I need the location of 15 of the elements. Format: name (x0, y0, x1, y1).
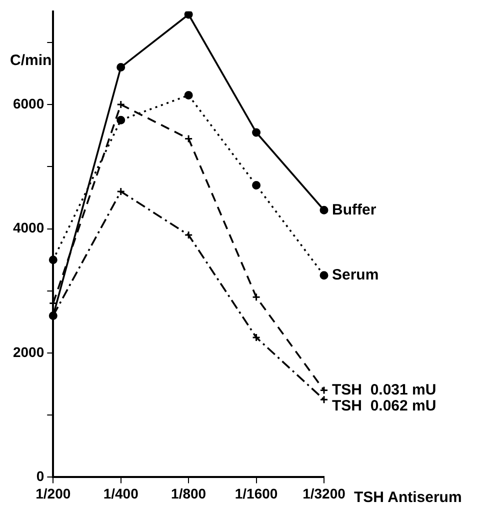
y-tick-label: 0 (36, 468, 44, 484)
x-axis-title: TSH Antiserum (354, 488, 462, 506)
series-label: Serum (332, 266, 379, 284)
series-label: Buffer (332, 201, 376, 218)
x-tick-label: 1/1600 (234, 485, 278, 502)
series-label: TSH 0.031 mU (332, 381, 436, 398)
x-tick-label: 1/3200 (302, 485, 346, 502)
x-tick-label: 1/800 (171, 485, 206, 502)
series-label: TSH 0.062 mU (332, 397, 436, 414)
x-tick-label: 1/200 (36, 485, 71, 502)
y-tick-label: 6000 (12, 95, 44, 112)
y-tick-label: 2000 (12, 344, 44, 360)
x-tick-label: 1/400 (103, 485, 139, 502)
y-tick-label: 4000 (12, 220, 44, 236)
y-axis-title: C/min (10, 52, 52, 70)
